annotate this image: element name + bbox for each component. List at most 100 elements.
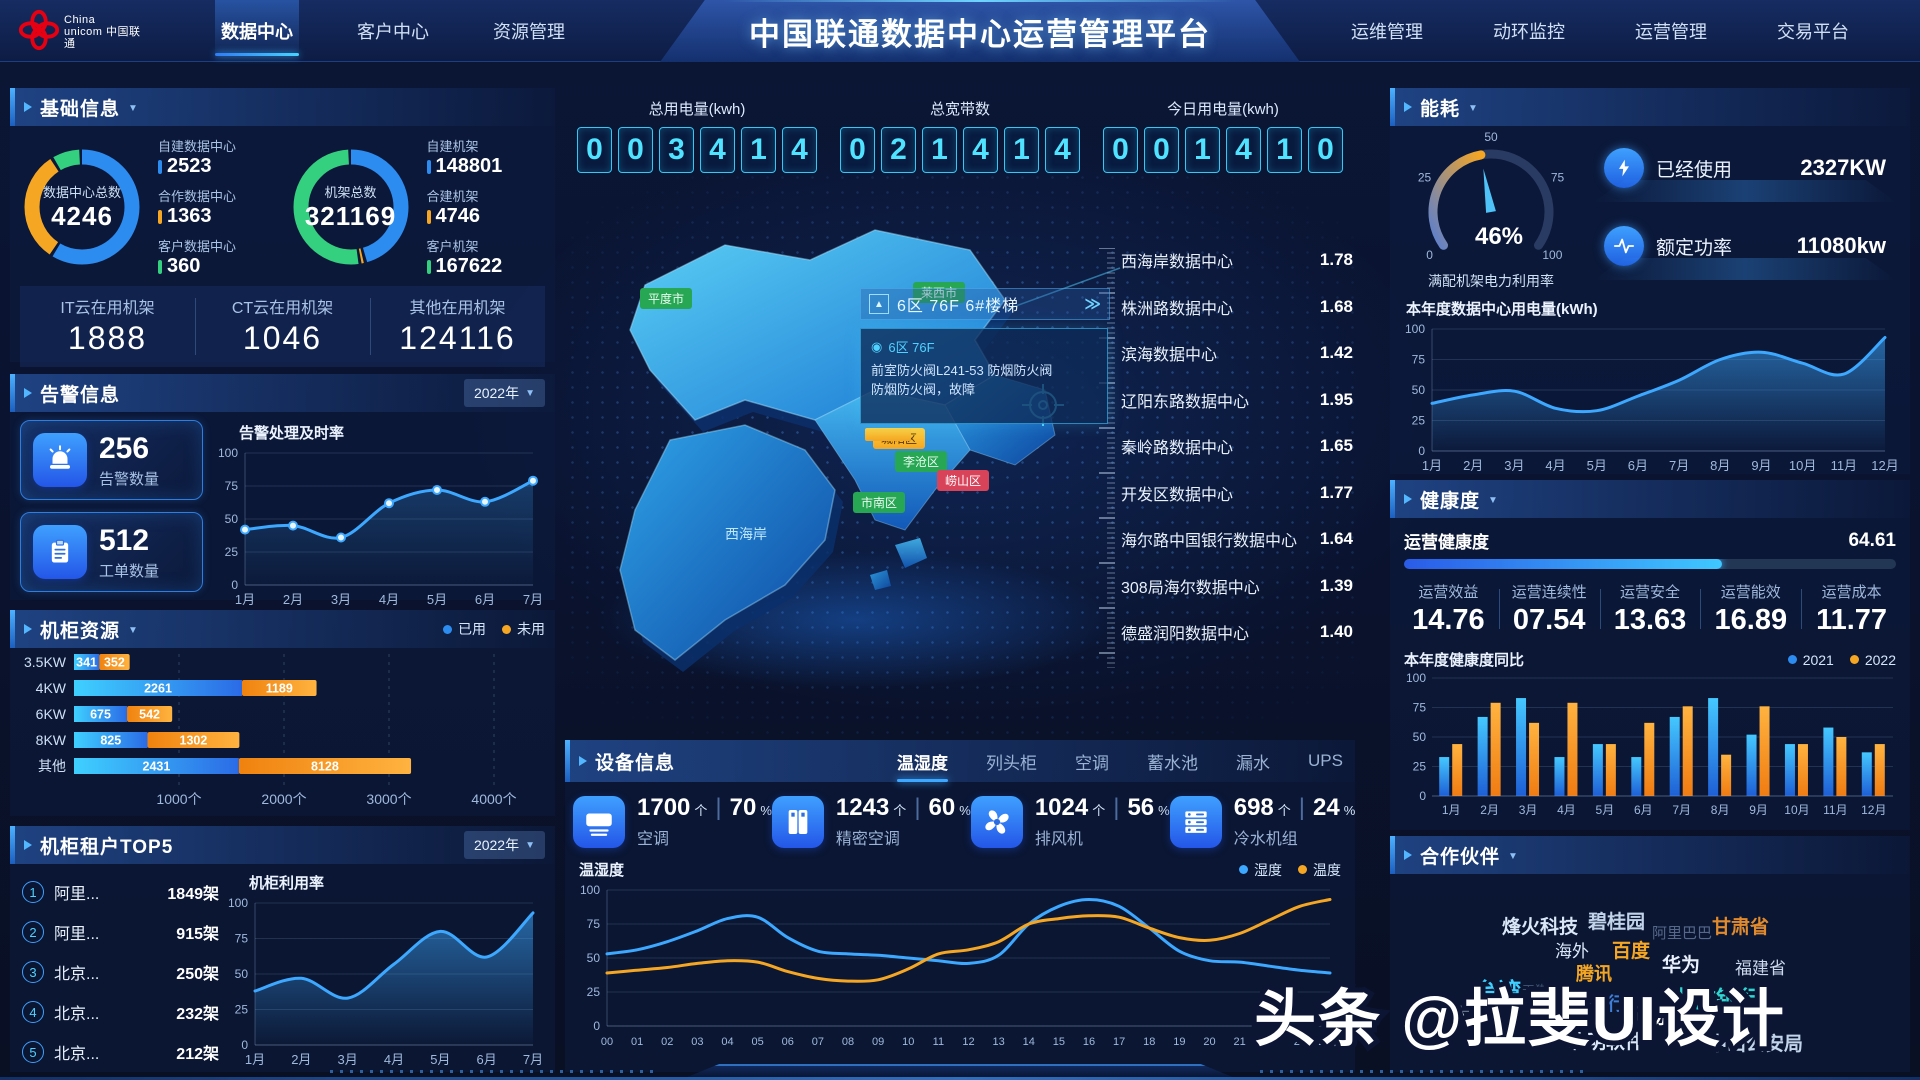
svg-text:46%: 46% (1475, 223, 1523, 250)
panel-arrow-icon (1404, 494, 1412, 504)
pct-unit: % (959, 803, 971, 818)
svg-text:0: 0 (1426, 248, 1433, 262)
alarm-year-dropdown[interactable]: 2022年 ▼ (463, 379, 545, 407)
partner-word-cloud: 烽火科技 碧桂园 阿里巴巴 甘肃省 海外 百度 华为 福建省 腾讯 台湾 天猫 中国银行 中信银行 太极信… (1390, 874, 1910, 1064)
energy-chart-title: 本年度数据中心用电量(kWh) (1406, 301, 1598, 318)
device-tab-0[interactable]: 温湿度 (895, 741, 950, 782)
nav-item-right-2[interactable]: 运营管理 (1635, 22, 1707, 42)
alarm-body: 256 告警数量 512 工单数量 告警处理及时率 0 25 50 75 100 1月 2月 3月 4… (10, 412, 555, 616)
device-tab-2[interactable]: 空调 (1075, 753, 1110, 773)
nav-item-0[interactable]: 数据中心 (215, 0, 299, 62)
map-callout-banner[interactable]: ▲ 6区 76F 6#楼梯 ≫ (860, 288, 1110, 320)
tenants-year-dropdown[interactable]: 2022年 ▼ (463, 831, 545, 859)
panel-arrow-icon (1404, 850, 1412, 860)
legend-label: 客户数据中心 (158, 239, 237, 254)
double-arrow-icon[interactable]: ≫ (1084, 296, 1101, 313)
alarm-trend-chart: 0 25 50 75 100 1月 2月 3月 4月 5月 6月 7月 (209, 443, 549, 616)
svg-text:8128: 8128 (311, 760, 339, 774)
device-stat-label: 冷水机组 (1233, 831, 1298, 848)
health-chart-legend: 2021 2022 (1787, 652, 1896, 668)
counter-digit-box: 0 (1103, 127, 1138, 173)
chevron-down-icon[interactable]: ▼ (1468, 102, 1478, 114)
donut-center-0: 数据中心总数 4246 (14, 139, 150, 275)
legend-value: 360 (167, 255, 201, 277)
svg-text:1月: 1月 (245, 1052, 265, 1067)
chevron-down-icon[interactable]: ▼ (128, 624, 138, 636)
energy-stat-label: 额定功率 (1656, 237, 1733, 259)
datacenter-name: 辽阳东路数据中心 (1121, 393, 1250, 411)
device-legend-item-0[interactable]: 湿度 (1239, 860, 1282, 880)
counter-group-0: 总用电量(kwh) 0 0 3 4 1 4 (577, 98, 817, 173)
chevron-down-icon[interactable]: ▼ (1488, 494, 1498, 506)
pct-number: 70 (729, 794, 757, 821)
health-legend-item-1[interactable]: 2022 (1849, 652, 1896, 668)
svg-text:4月: 4月 (1557, 803, 1576, 817)
tooltip-line1: 前室防火阀L241-53 防烟防火阀 (871, 363, 1053, 378)
precision-ac-icon (771, 795, 824, 848)
svg-text:25: 25 (235, 1003, 249, 1017)
panel-arrow-icon (24, 102, 32, 112)
map-label-4: 崂山区 (937, 470, 990, 491)
device-tab-4[interactable]: 漏水 (1236, 753, 1271, 773)
legend-value: 2523 (167, 155, 212, 177)
svg-text:15: 15 (1053, 1036, 1065, 1048)
donut-value: 321169 (304, 201, 397, 231)
health-legend-item-0[interactable]: 2021 (1787, 652, 1834, 668)
legend-value-row: 1363 (158, 205, 236, 228)
device-tab-3[interactable]: 蓄水池 (1147, 753, 1199, 773)
health-yoy-bar-chart: 0 25 50 75 100 1月 2月 3月 4月 5月 6月 7月 8月 9月 10月 11月 12月 (1390, 670, 1910, 825)
device-tab-5[interactable]: UPS (1308, 751, 1343, 770)
datacenter-row-5: 开发区数据中心 1.77 (1121, 481, 1353, 505)
chevron-down-icon[interactable]: ▼ (1508, 850, 1518, 862)
svg-text:其他: 其他 (38, 758, 66, 774)
health-title: 健康度 (1420, 490, 1481, 512)
counter-digit-box: 1 (741, 127, 776, 173)
device-tab-1[interactable]: 列头柜 (986, 753, 1038, 773)
alarm-card-label: 告警数量 (99, 470, 160, 488)
alarm-card-text: 512 工单数量 (99, 524, 159, 581)
svg-text:4000个: 4000个 (471, 791, 516, 807)
svg-text:3000个: 3000个 (366, 791, 411, 807)
region-map[interactable] (575, 190, 1135, 710)
cabinet-stacked-bar-chart: 1000个 2000个 3000个 4000个 3.5KW 341 352 4KW 2261 11… (10, 648, 555, 815)
cabinet-legend-item-1[interactable]: 未用 (502, 619, 545, 639)
tenant-value: 250架 (176, 966, 219, 983)
watermark: 头条 @拉斐UI设计 (1125, 968, 1915, 1077)
alarm-line: 0 25 50 75 100 1月 2月 3月 4月 5月 6月 7月 (218, 446, 543, 607)
temp-humidity-chart: 0 25 50 75 100 00 01 02 03 04 05 06 07 08 09 10 11 12 13 14… (565, 880, 1355, 1057)
svg-text:75: 75 (1413, 701, 1427, 715)
nav-item-right-0[interactable]: 运维管理 (1351, 22, 1423, 42)
svg-text:23: 23 (1294, 1036, 1306, 1048)
legend-dot-icon (502, 624, 511, 634)
counter-label: 总用电量(kwh) (648, 101, 746, 118)
legend-text: 未用 (517, 621, 545, 637)
energy-stat-0: 已经使用 2327KW (1594, 142, 1896, 202)
svg-text:50: 50 (1412, 383, 1426, 397)
nav-item-1[interactable]: 客户中心 (357, 22, 429, 42)
partner-word-15: 北明软件 (1568, 1032, 1645, 1053)
svg-text:3.5KW: 3.5KW (24, 654, 67, 670)
legend-item: 客户数据中心 360 (158, 236, 236, 278)
device-legend-item-1[interactable]: 温度 (1298, 860, 1341, 880)
panel-device-info: 设备信息 温湿度 列头柜 空调 蓄水池 漏水 UPS 1700 个 | 70% 空调 1243 个 | 6… (565, 740, 1355, 1072)
legend-item: 自建机架 148801 (426, 136, 502, 178)
nav-item-2[interactable]: 资源管理 (493, 22, 565, 42)
chevron-down-icon[interactable]: ▼ (128, 102, 138, 114)
donut-label: 机架总数 (324, 185, 377, 200)
tenant-row-3: 4 北京... 232架 (22, 1000, 219, 1024)
datacenter-name: 秦岭路数据中心 (1121, 440, 1234, 457)
metric-value: 11.77 (1816, 604, 1888, 636)
nav-item-right-1[interactable]: 动环监控 (1493, 22, 1565, 42)
svg-text:3月: 3月 (338, 1052, 358, 1067)
nav-item-right-3[interactable]: 交易平台 (1777, 22, 1849, 42)
energy-stat-1: 额定功率 11080kw (1594, 220, 1896, 280)
top-header: China unicom 中国联通 数据中心 客户中心 资源管理 中国联通数据中心运… (0, 0, 1920, 62)
metric-value: 07.54 (1512, 604, 1586, 636)
ruler-ticks (1099, 247, 1115, 669)
cabinet-legend-item-0[interactable]: 已用 (443, 619, 486, 639)
devices-header: 设备信息 温湿度 列头柜 空调 蓄水池 漏水 UPS (565, 740, 1355, 782)
health-metric-0: 运营效益 14.76 (1398, 581, 1499, 637)
clipboard-icon (33, 525, 87, 579)
tenant-rank-badge: 5 (22, 1041, 44, 1063)
svg-text:100: 100 (580, 883, 600, 897)
